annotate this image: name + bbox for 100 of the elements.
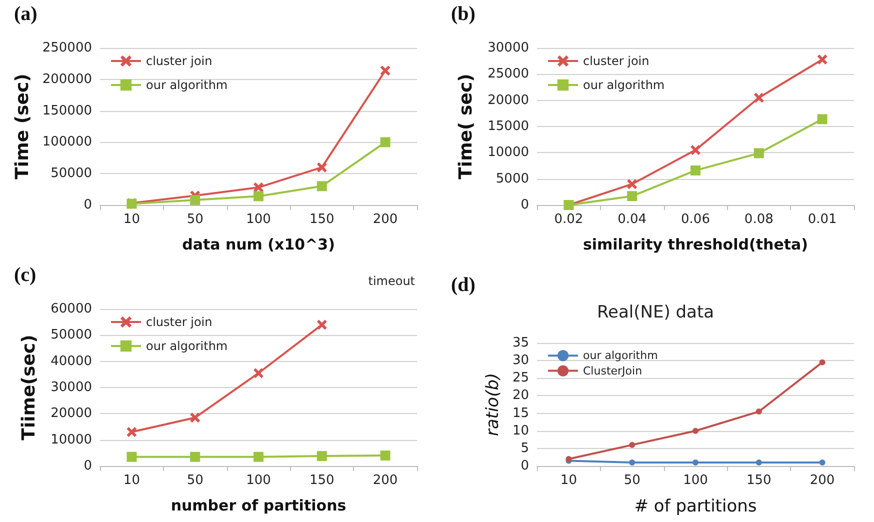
x-tick-label: 200 <box>372 212 398 227</box>
y-tick-label: 25 <box>512 370 529 386</box>
point <box>817 114 828 124</box>
point <box>756 459 762 466</box>
y-tick-label: 60000 <box>50 302 92 316</box>
point <box>190 412 200 423</box>
point <box>627 191 638 202</box>
point <box>316 162 327 172</box>
x-axis-title: number of partitions <box>170 496 346 514</box>
chart-title: (a) <box>14 3 38 25</box>
y-tick-label: 10 <box>512 423 529 438</box>
y-tick-label: 150000 <box>42 103 92 118</box>
point <box>380 450 390 461</box>
legend-label: our algorithm <box>146 339 228 353</box>
x-axis-title: data num (x10^3) <box>182 236 335 254</box>
point <box>627 179 638 190</box>
point <box>316 181 327 192</box>
point <box>316 451 327 462</box>
y-axis-title: Tiime(sec) <box>18 334 40 440</box>
y-tick-label: 30000 <box>488 40 529 56</box>
x-tick-label: 200 <box>810 473 835 488</box>
x-tick-label: 10 <box>560 473 577 488</box>
point <box>819 459 826 466</box>
y-axis-title: ratio(b) <box>483 372 504 436</box>
y-tick-label: 20000 <box>488 92 529 108</box>
y-tick-label: 0 <box>84 198 92 212</box>
x-tick-label: 0.08 <box>744 212 774 227</box>
x-tick-label: 0.01 <box>808 212 837 227</box>
x-axis-title: # of partitions <box>634 496 757 516</box>
y-axis-title: Time( sec) <box>456 74 476 180</box>
legend-label: our algorithm <box>583 349 658 362</box>
x-tick-label: 0.04 <box>618 212 647 227</box>
point <box>126 426 137 437</box>
y-tick-label: 20000 <box>50 406 92 422</box>
x-tick-label: 100 <box>246 212 271 227</box>
y-tick-label: 100000 <box>42 134 92 150</box>
point <box>629 442 636 448</box>
text: (d) <box>451 274 476 296</box>
point <box>690 145 700 156</box>
point <box>254 368 264 378</box>
y-tick-label: 25000 <box>488 66 529 82</box>
x-tick-label: 150 <box>309 473 334 488</box>
legend-label: our algorithm <box>583 78 665 92</box>
point <box>316 320 327 330</box>
point <box>754 92 764 103</box>
y-tick-label: 50000 <box>50 166 92 182</box>
y-tick-label: 35 <box>512 336 529 350</box>
x-tick-label: 200 <box>372 473 398 488</box>
x-tick-label: 50 <box>186 212 204 227</box>
chart-title: Real(NE) data <box>596 302 714 322</box>
point <box>190 194 200 205</box>
y-tick-label: 40000 <box>50 354 92 369</box>
point <box>692 428 698 434</box>
text: timeout <box>368 274 416 288</box>
y-tick-label: 250000 <box>42 40 92 56</box>
y-tick-label: 0 <box>520 458 529 474</box>
chart-title: (b) <box>451 3 476 25</box>
y-tick-label: 50000 <box>50 328 92 343</box>
x-axis-title: similarity threshold(theta) <box>582 236 808 254</box>
point <box>380 137 390 148</box>
point <box>819 359 826 366</box>
point <box>254 191 264 202</box>
point <box>754 148 764 158</box>
y-tick-label: 15000 <box>488 119 529 134</box>
x-tick-label: 150 <box>746 473 772 488</box>
legend-label: cluster join <box>583 54 650 68</box>
point <box>629 459 636 466</box>
x-tick-label: 0.06 <box>681 212 710 227</box>
y-tick-label: 0 <box>84 458 92 474</box>
x-tick-label: 50 <box>624 473 640 488</box>
y-tick-label: 5000 <box>496 171 529 186</box>
legend-label: cluster join <box>146 54 212 68</box>
y-tick-label: 30000 <box>50 380 92 395</box>
y-tick-label: 15 <box>512 406 529 421</box>
y-tick-label: 10000 <box>50 432 92 448</box>
x-tick-label: 150 <box>309 212 334 227</box>
y-tick-label: 10000 <box>488 145 529 160</box>
point <box>756 408 762 415</box>
y-tick-label: 20 <box>512 388 529 404</box>
y-tick-label: 0 <box>520 198 529 212</box>
point <box>254 182 264 192</box>
y-tick-label: 5 <box>520 440 529 456</box>
point <box>690 165 700 176</box>
x-tick-label: 10 <box>123 212 140 227</box>
chart-title: (c) <box>14 264 36 286</box>
x-tick-label: 0.02 <box>554 212 584 227</box>
point <box>380 66 390 76</box>
y-tick-label: 30 <box>512 353 529 368</box>
point <box>190 452 200 462</box>
point <box>254 452 264 462</box>
legend-label: ClusterJoin <box>583 364 642 378</box>
x-tick-label: 100 <box>246 473 271 488</box>
legend-label: cluster join <box>146 315 212 329</box>
point <box>817 54 828 65</box>
x-tick-label: 100 <box>683 473 708 488</box>
y-axis-title: Time (sec) <box>12 74 33 180</box>
y-tick-label: 200000 <box>42 72 92 87</box>
legend-label: our algorithm <box>146 78 228 92</box>
x-tick-label: 10 <box>123 473 140 488</box>
point <box>126 452 137 462</box>
